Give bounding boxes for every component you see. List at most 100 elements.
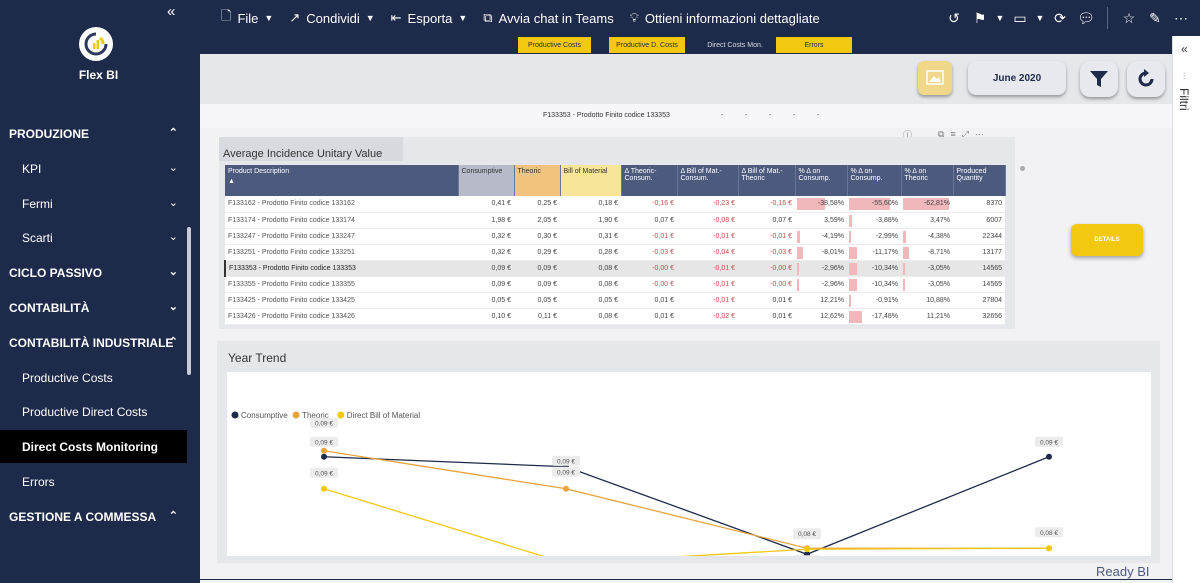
product-placeholder: - (721, 112, 724, 119)
tab-productive-costs[interactable]: Productive Costs (518, 37, 591, 53)
visual-help-icon-group: ⓘ (903, 128, 912, 144)
data-label: 0,09 € (557, 458, 575, 465)
filters-pane[interactable]: « ⫶ Filtri (1172, 36, 1200, 583)
nav-gestione-a-commessa[interactable]: GESTIONE A COMMESSA ⌃ (0, 500, 187, 533)
chevron-up-icon: ⌃ (168, 127, 178, 139)
more-options-icon[interactable]: ⋯ (1174, 9, 1188, 26)
filter-button[interactable] (1080, 61, 1118, 97)
data-label-background (1035, 436, 1063, 447)
chevron-down-icon[interactable]: ▼ (1035, 13, 1045, 23)
column-header[interactable]: Theoric (514, 165, 561, 196)
help-icon[interactable]: ⓘ (903, 130, 913, 140)
view-icon[interactable]: ▭ (1013, 9, 1027, 26)
teams-chat-button[interactable]: ⧉ Avvia chat in Teams (483, 10, 613, 26)
nav-scarti[interactable]: Scarti ⌄ (0, 221, 187, 254)
table-scrollbar[interactable] (1020, 166, 1025, 171)
nav-contabilita[interactable]: CONTABILITÀ ⌄ (0, 291, 187, 324)
value-cell: -8,01% (795, 244, 847, 261)
column-header[interactable]: Δ Bill of Mat.-Theoric (738, 165, 796, 196)
value-cell: 0,32 € (458, 244, 514, 261)
table-row[interactable]: F133355 - Prodotto Finito codice 133355 0… (225, 276, 1005, 293)
column-header[interactable]: Bill of Material (560, 165, 622, 196)
nav-productive-costs[interactable]: Productive Costs (0, 361, 187, 394)
tab-direct-costs-mon[interactable]: Direct Costs Mon. (707, 41, 763, 49)
copy-icon[interactable]: ⧉ (938, 129, 945, 139)
nav-direct-costs-monitoring[interactable]: Direct Costs Monitoring (0, 430, 187, 463)
column-header[interactable]: Δ Theoric-Consum. (621, 165, 678, 196)
data-label-background (552, 466, 580, 477)
column-header[interactable]: % Δ on Consump. (795, 165, 848, 196)
insights-button[interactable]: 💡︎ Ottieni informazioni dettagliate (630, 10, 820, 26)
value-cell: -8,71% (901, 244, 953, 261)
column-header[interactable]: % Δ on Consump. (847, 165, 902, 196)
table-row[interactable]: F133426 - Prodotto Finito codice 133426 0… (225, 308, 1005, 325)
chevron-down-icon: ⌄ (168, 162, 178, 174)
value-cell: -62,81% (901, 196, 953, 213)
column-header[interactable]: Produced Quantity (953, 165, 1006, 196)
file-icon: 🗋 (221, 8, 232, 23)
negative-variance-bar (849, 198, 890, 210)
value-cell: -0,01 € (621, 228, 677, 245)
column-header[interactable]: % Δ on Theoric (901, 165, 954, 196)
negative-variance-bar (849, 214, 852, 227)
period-button[interactable]: June 2020 (968, 61, 1066, 95)
share-icon: ↗ (289, 10, 301, 25)
chevron-down-icon[interactable]: ▼ (995, 13, 1005, 23)
nav-errors[interactable]: Errors (0, 465, 187, 498)
comment-icon[interactable]: 💬︎ (1077, 9, 1095, 26)
nav-fermi[interactable]: Fermi ⌄ (0, 187, 187, 220)
sort-ascending-icon[interactable]: ▲ (228, 178, 235, 185)
table-row[interactable]: F133353 - Prodotto Finito codice 133353 0… (224, 260, 1005, 277)
bookmark-icon[interactable]: ⚑ (973, 9, 987, 26)
file-menu-button[interactable]: 🗋 File ▼ (221, 7, 273, 29)
refresh-icon[interactable]: ⟳ (1054, 9, 1066, 26)
edit-pencil-icon[interactable]: ✎ (1149, 9, 1161, 26)
details-button[interactable]: DETAILS (1071, 224, 1143, 256)
share-label: Condividi (306, 10, 360, 26)
table-row[interactable]: F133162 - Prodotto Finito codice 133162 0… (225, 196, 1005, 213)
focus-mode-icon[interactable]: ⤢ (961, 129, 969, 139)
percent-value: -3,05% (927, 280, 950, 288)
nav-label: KPI (22, 161, 42, 176)
nav-label: GESTIONE A COMMESSA (9, 509, 157, 524)
expand-filters-icon[interactable]: « (1181, 42, 1188, 56)
tab-productive-d-costs[interactable]: Productive D. Costs (609, 37, 685, 53)
value-cell: -0,04 € (677, 244, 738, 261)
column-header[interactable]: Consumptive (458, 165, 515, 196)
value-cell: 0,08 € (560, 276, 621, 293)
more-options-icon[interactable]: ⋯ (974, 129, 984, 139)
value-cell: 0,09 € (458, 276, 514, 293)
nav-contabilita-industriale[interactable]: CONTABILITÀ INDUSTRIALE ⌃ (0, 326, 187, 359)
export-menu-button[interactable]: ⇤ Esporta ▼ (391, 10, 468, 26)
column-header[interactable]: Δ Bill of Mat.-Consum. (677, 165, 739, 196)
column-header[interactable]: Product Description ▲ (225, 165, 459, 196)
nav-kpi[interactable]: KPI ⌄ (0, 152, 187, 185)
value-cell: 0,30 € (514, 228, 560, 245)
table-row[interactable]: F133251 - Prodotto Finito codice 133251 0… (225, 244, 1005, 261)
value-cell: 0,01 € (621, 292, 677, 309)
nav-ciclo-passivo[interactable]: CICLO PASSIVO ⌄ (0, 256, 187, 289)
image-button[interactable] (918, 61, 952, 95)
collapse-sidebar-icon[interactable]: « (167, 3, 176, 20)
share-menu-button[interactable]: ↗ Condividi ▼ (289, 10, 374, 26)
table-row[interactable]: F133247 - Prodotto Finito codice 133247 0… (225, 228, 1005, 245)
negative-variance-bar (903, 246, 910, 259)
table-row[interactable]: F133174 - Prodotto Finito codice 133174 1… (225, 212, 1005, 229)
toolbar-divider (1107, 7, 1108, 29)
sidebar-scrollbar[interactable] (187, 227, 191, 375)
reset-icon[interactable]: ↺ (948, 9, 960, 26)
nav-produzione[interactable]: PRODUZIONE ⌃ (0, 117, 187, 150)
table-row[interactable]: F133425 - Prodotto Finito codice 133425 0… (225, 292, 1005, 309)
selected-product[interactable]: F133353 - Prodotto Finito codice 133353 (543, 112, 670, 119)
tab-errors[interactable]: Errors (776, 37, 852, 53)
data-label-background (793, 528, 821, 539)
filter-icon[interactable]: ≡ (950, 129, 956, 139)
data-point (804, 546, 810, 553)
reset-filters-button[interactable] (1127, 61, 1165, 97)
data-point (321, 485, 327, 492)
value-cell: -0,01 € (677, 260, 738, 277)
nav-productive-direct-costs[interactable]: Productive Direct Costs (0, 395, 187, 428)
value-cell: 0,05 € (560, 292, 621, 309)
value-cell: -0,23 € (677, 196, 738, 213)
favorite-star-icon[interactable]: ☆ (1122, 9, 1136, 26)
